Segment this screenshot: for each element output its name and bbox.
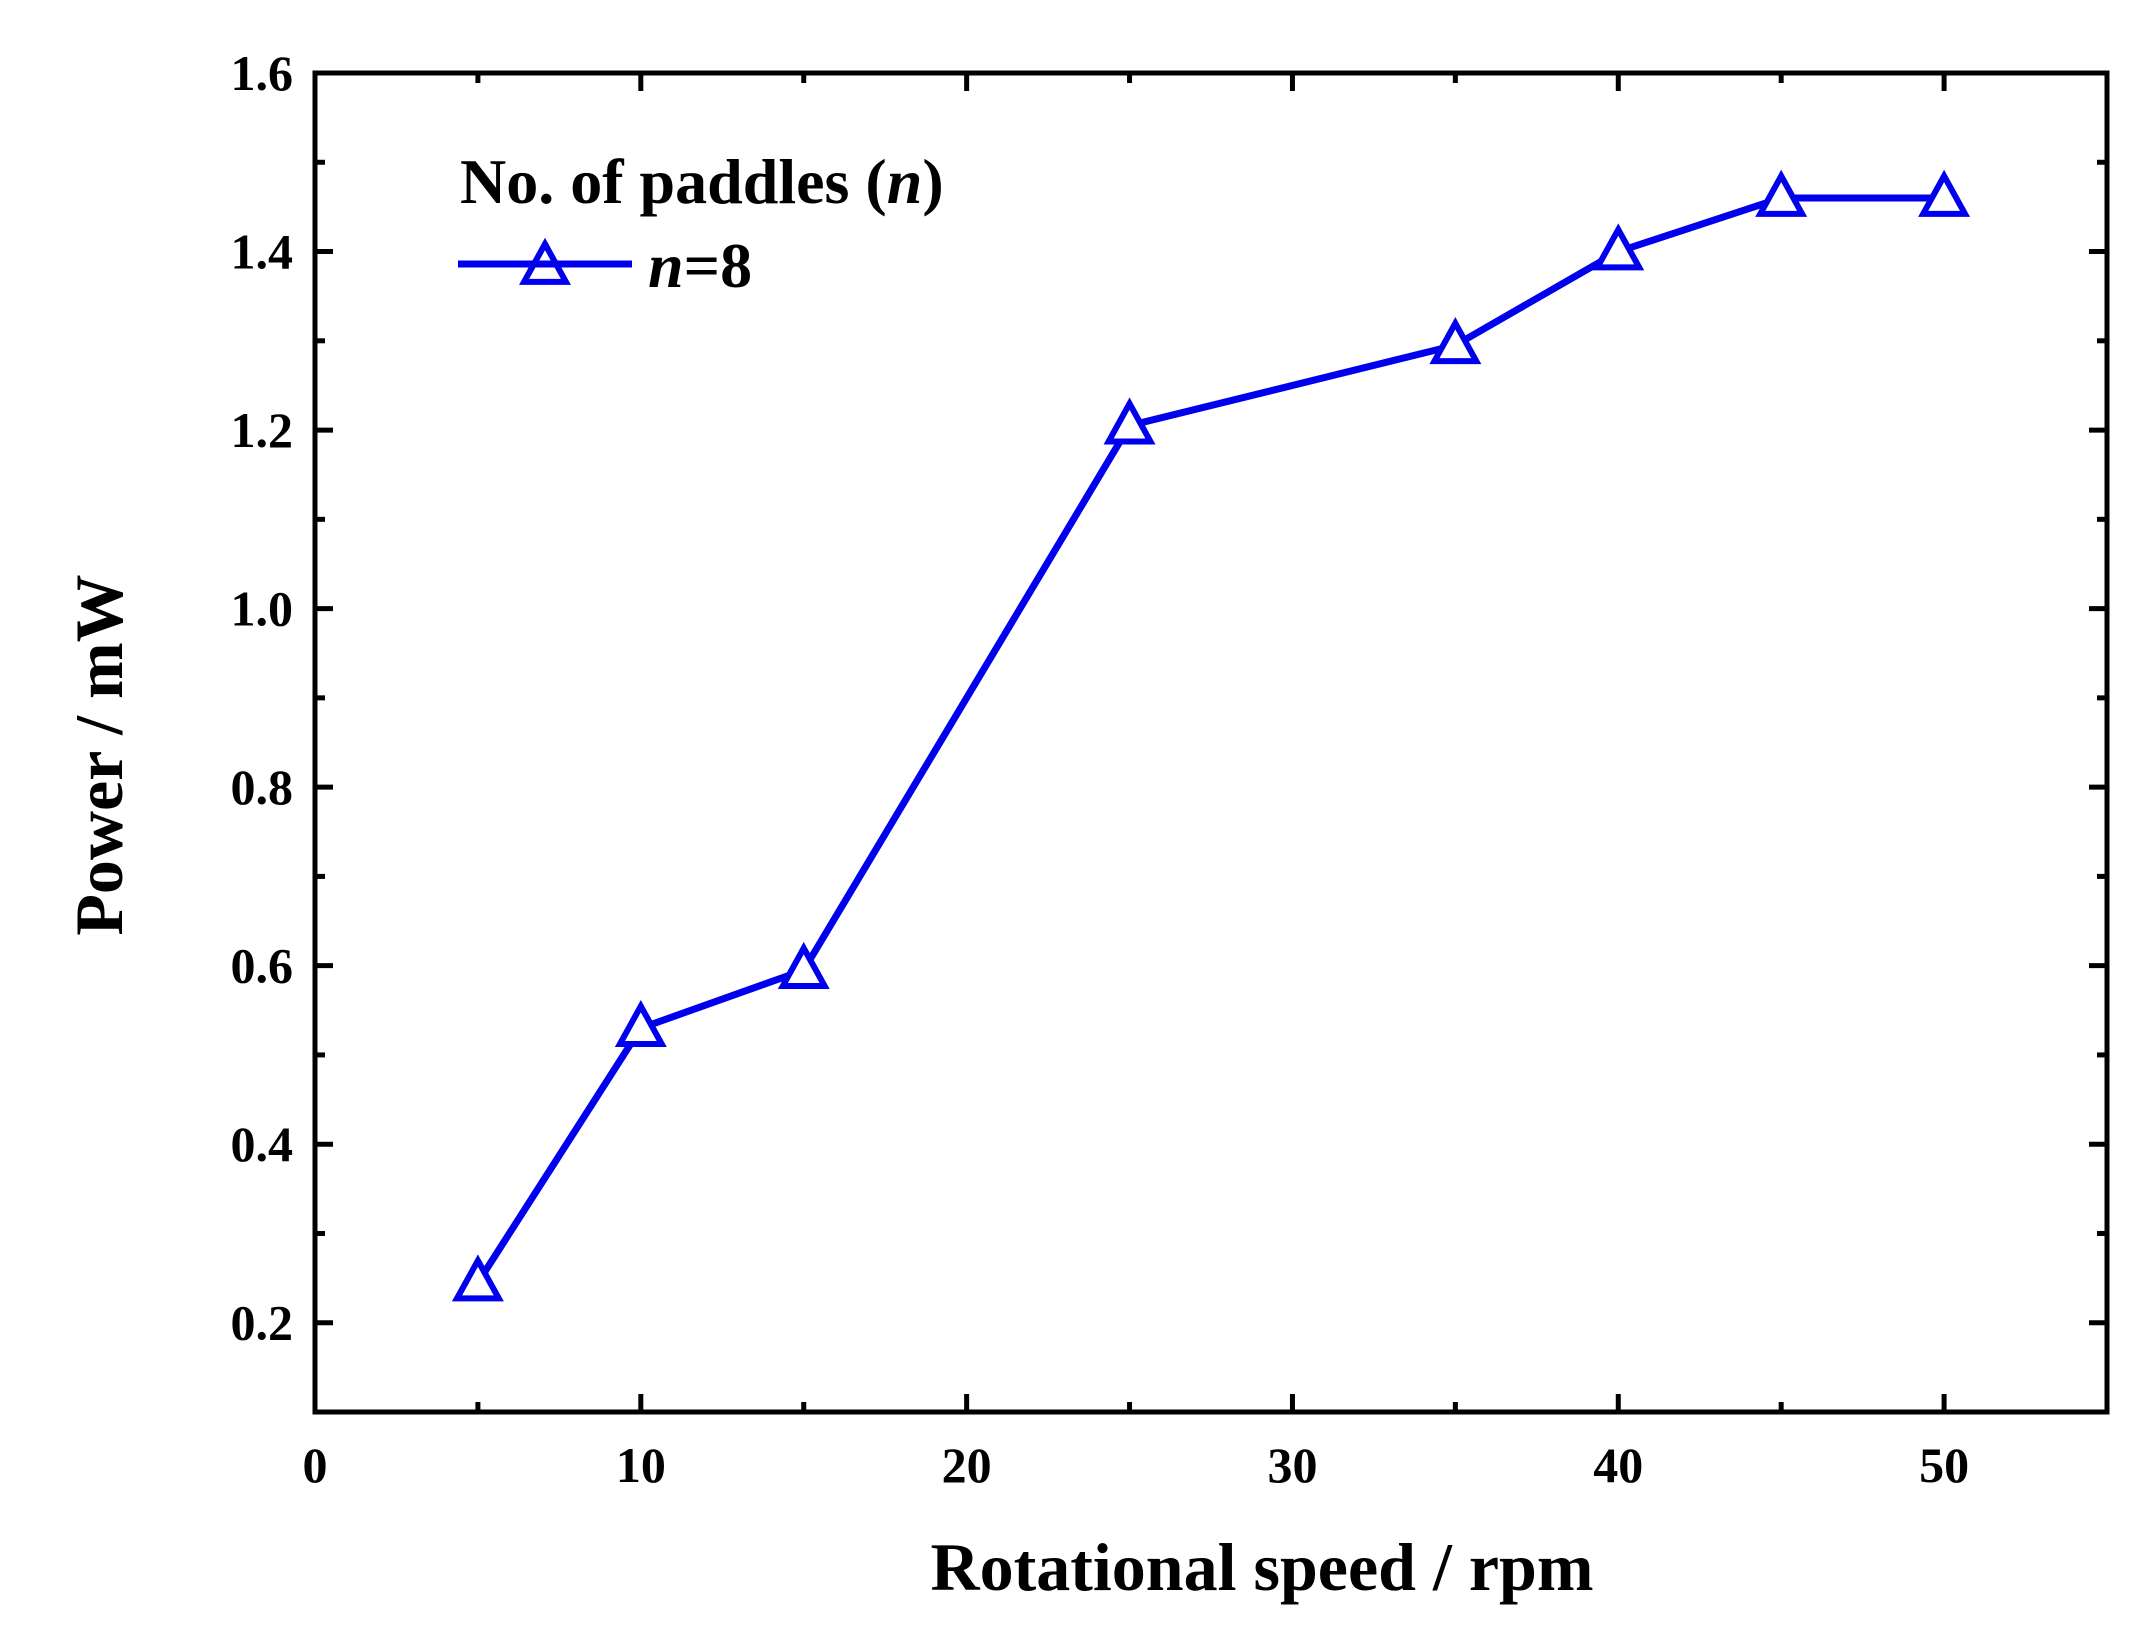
y-tick-label: 1.4 xyxy=(231,224,294,280)
data-point-marker xyxy=(777,941,830,989)
x-tick-label: 20 xyxy=(942,1437,992,1493)
data-point-marker xyxy=(1918,169,1971,217)
legend-label: n=8 xyxy=(648,230,752,301)
plot-area-border xyxy=(312,70,2110,1415)
x-tick-label: 10 xyxy=(616,1437,666,1493)
legend-label-var: n xyxy=(648,230,684,301)
y-tick-label: 1.6 xyxy=(231,45,294,101)
y-tick-label: 0.6 xyxy=(231,938,294,994)
data-point-marker xyxy=(614,999,667,1047)
y-tick-label: 0.8 xyxy=(231,759,294,815)
y-axis-title: Power / mW xyxy=(61,574,137,935)
data-point-marker xyxy=(1755,169,1808,217)
series-line xyxy=(474,194,1945,1285)
y-tick-label: 1.0 xyxy=(231,581,294,637)
plot-frame xyxy=(312,70,2110,1415)
data-point-marker xyxy=(451,1254,504,1302)
data-point-marker xyxy=(1592,223,1645,271)
legend-title-close: ) xyxy=(922,146,943,217)
legend-title: No. of paddles (n) xyxy=(460,146,944,217)
legend: No. of paddles (n) n=8 xyxy=(458,146,944,301)
data-point-marker xyxy=(1103,397,1156,445)
legend-label-rest: =8 xyxy=(684,230,752,301)
y-axis: 0.2 0.4 0.6 0.8 1.0 1.2 1.4 1.6 xyxy=(231,45,2107,1415)
y-tick-label: 0.4 xyxy=(231,1116,294,1172)
x-axis: 0 10 20 30 40 50 xyxy=(303,73,2110,1493)
data-point-marker xyxy=(1429,317,1482,365)
x-tick-label: 50 xyxy=(1919,1437,1969,1493)
y-tick-label: 0.2 xyxy=(231,1295,294,1351)
x-tick-label: 30 xyxy=(1267,1437,1317,1493)
legend-title-main: No. of paddles ( xyxy=(460,146,887,217)
x-tick-label: 0 xyxy=(303,1437,328,1493)
legend-marker-triangle xyxy=(519,237,571,285)
x-axis-title: Rotational speed / rpm xyxy=(931,1529,1594,1605)
y-tick-label: 1.2 xyxy=(231,402,294,458)
legend-title-var: n xyxy=(887,146,923,217)
series-layer xyxy=(451,169,1971,1302)
x-tick-label: 40 xyxy=(1593,1437,1643,1493)
